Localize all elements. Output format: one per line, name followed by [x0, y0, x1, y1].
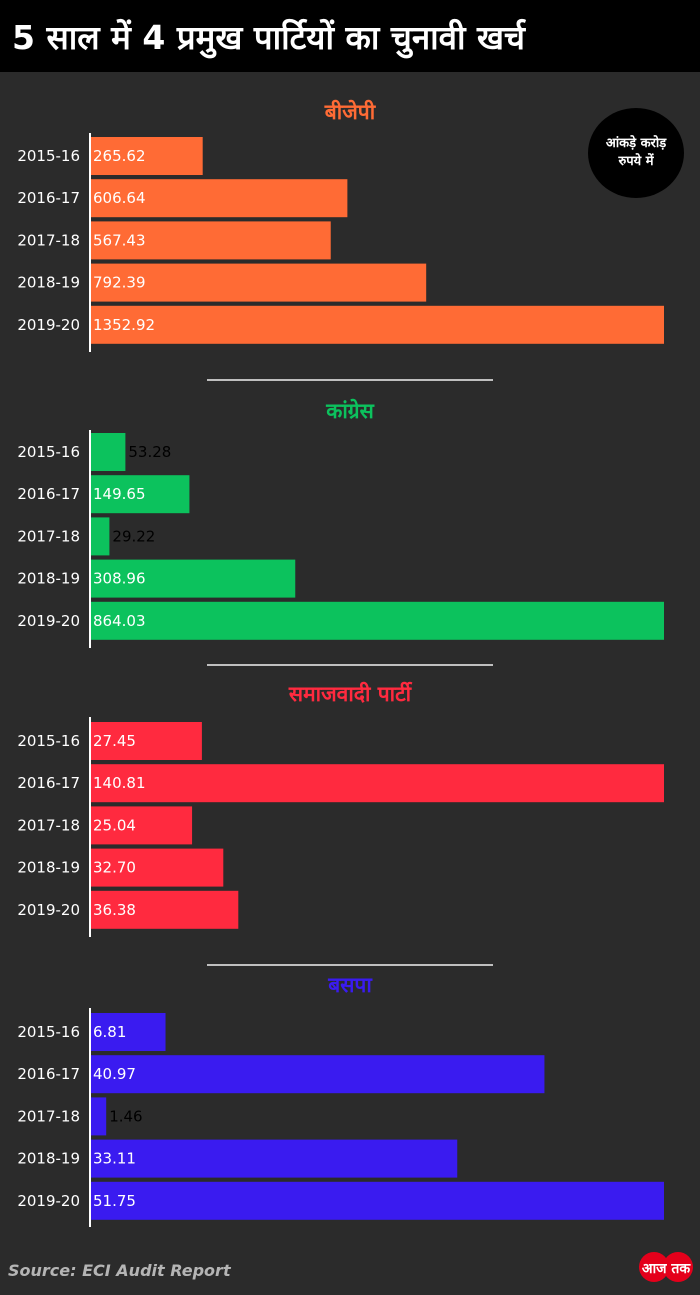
- aajtak-logo: आज तक: [639, 1252, 693, 1282]
- bar-bjp-2016-17: [90, 179, 348, 218]
- data-label-congress-2016-17: 149.65: [93, 485, 146, 503]
- data-label-bsp-2018-19: 33.11: [93, 1150, 136, 1168]
- tick-label-sp-2016-17: 2016-17: [17, 774, 80, 792]
- tick-label-congress-2018-19: 2018-19: [17, 570, 80, 588]
- data-label-sp-2019-20: 36.38: [93, 901, 136, 919]
- tick-label-sp-2017-18: 2017-18: [17, 816, 80, 834]
- tick-label-bjp-2016-17: 2016-17: [17, 189, 80, 207]
- tick-label-bjp-2015-16: 2015-16: [17, 147, 80, 165]
- bar-congress-2016-17: [90, 475, 190, 514]
- data-label-congress-2019-20: 864.03: [93, 612, 146, 630]
- data-label-congress-2017-18: 29.22: [112, 527, 155, 545]
- data-label-bsp-2016-17: 40.97: [93, 1065, 136, 1083]
- bar-sp-2017-18: [90, 806, 193, 845]
- bar-bsp-2018-19: [90, 1139, 458, 1178]
- tick-label-congress-2016-17: 2016-17: [17, 485, 80, 503]
- title-bar: 5 साल में 4 प्रमुख पार्टियों का चुनावी ख…: [0, 0, 700, 72]
- tick-label-sp-2018-19: 2018-19: [17, 859, 80, 877]
- data-label-bsp-2015-16: 6.81: [93, 1023, 126, 1041]
- data-label-bjp-2016-17: 606.64: [93, 189, 146, 207]
- bar-bjp-2017-18: [90, 221, 331, 260]
- bar-sp-2018-19: [90, 848, 224, 887]
- data-label-congress-2018-19: 308.96: [93, 570, 146, 588]
- chart-title-congress: कांग्रेस: [325, 398, 374, 423]
- bar-bjp-2015-16: [90, 137, 203, 175]
- data-label-sp-2017-18: 25.04: [93, 816, 136, 834]
- chart-title-bjp: बीजेपी: [324, 99, 377, 124]
- tick-label-bsp-2018-19: 2018-19: [17, 1150, 80, 1168]
- bar-bsp-2019-20: [90, 1181, 664, 1220]
- data-label-sp-2015-16: 27.45: [93, 732, 136, 750]
- bar-sp-2019-20: [90, 890, 239, 929]
- tick-label-bjp-2018-19: 2018-19: [17, 274, 80, 292]
- data-label-bjp-2015-16: 265.62: [93, 147, 146, 165]
- tick-label-bsp-2019-20: 2019-20: [17, 1192, 80, 1210]
- data-label-bjp-2017-18: 567.43: [93, 231, 146, 249]
- data-label-bsp-2019-20: 51.75: [93, 1192, 136, 1210]
- tick-label-bjp-2019-20: 2019-20: [17, 316, 80, 334]
- bar-bjp-2019-20: [90, 305, 664, 344]
- tick-label-sp-2019-20: 2019-20: [17, 901, 80, 919]
- svg-text:आज तक: आज तक: [642, 1261, 692, 1277]
- tick-label-congress-2017-18: 2017-18: [17, 527, 80, 545]
- data-label-sp-2018-19: 32.70: [93, 859, 136, 877]
- bar-congress-2019-20: [90, 601, 664, 640]
- source-text: Source: ECI Audit Report: [8, 1261, 231, 1280]
- chart-title-sp: समाजवादी पार्टी: [288, 681, 413, 706]
- chart-title-bsp: बसपा: [327, 973, 373, 997]
- bar-bsp-2017-18: [90, 1097, 107, 1136]
- data-label-bsp-2017-18: 1.46: [109, 1107, 142, 1125]
- data-label-sp-2016-17: 140.81: [93, 774, 146, 792]
- bar-sp-2015-16: [90, 722, 202, 760]
- tick-label-bsp-2015-16: 2015-16: [17, 1023, 80, 1041]
- bar-bsp-2016-17: [90, 1055, 545, 1094]
- bar-congress-2017-18: [90, 517, 110, 556]
- tick-label-bsp-2016-17: 2016-17: [17, 1065, 80, 1083]
- tick-label-congress-2019-20: 2019-20: [17, 612, 80, 630]
- bar-sp-2016-17: [90, 764, 664, 803]
- data-label-bjp-2019-20: 1352.92: [93, 316, 155, 334]
- tick-label-bjp-2017-18: 2017-18: [17, 231, 80, 249]
- tick-label-congress-2015-16: 2015-16: [17, 443, 80, 461]
- bar-bjp-2018-19: [90, 263, 427, 302]
- tick-label-bsp-2017-18: 2017-18: [17, 1107, 80, 1125]
- bar-bsp-2015-16: [90, 1013, 166, 1051]
- data-label-congress-2015-16: 53.28: [128, 443, 171, 461]
- bar-congress-2018-19: [90, 559, 296, 598]
- page-title: 5 साल में 4 प्रमुख पार्टियों का चुनावी ख…: [12, 18, 526, 57]
- tick-label-sp-2015-16: 2015-16: [17, 732, 80, 750]
- data-label-bjp-2018-19: 792.39: [93, 274, 146, 292]
- unit-note-badge: आंकड़े करोड़ रुपये में: [588, 108, 684, 198]
- bar-congress-2015-16: [90, 433, 126, 471]
